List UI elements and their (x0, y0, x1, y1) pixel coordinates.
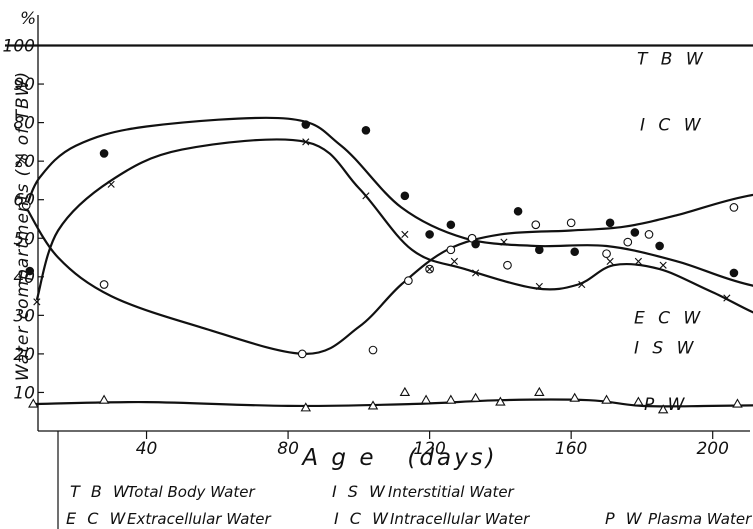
isw-series-label: I S W (634, 338, 697, 358)
pw-curve (33, 398, 753, 408)
icw-series-label: I C W (640, 116, 705, 136)
isw-point-4 (401, 230, 409, 238)
pw-point-8 (495, 396, 506, 406)
curves (5, 44, 753, 408)
ecw-point-14 (729, 268, 739, 278)
y-tick-label-20: 20 (13, 345, 35, 365)
y-unit-label: % (20, 9, 36, 29)
pw-point-5 (420, 394, 432, 404)
ecw-point-0 (25, 266, 35, 276)
isw-point-7 (472, 269, 480, 277)
pw-point-3 (367, 400, 379, 410)
ecw-point-3 (361, 126, 371, 135)
isw-point-9 (535, 282, 543, 291)
y-tick-label-80: 80 (13, 114, 35, 134)
isw-curve (35, 138, 753, 314)
pw-point-2 (300, 402, 312, 412)
icw-point-8 (503, 260, 512, 270)
x-tick-label-120: 120 (413, 439, 445, 459)
isw-point-3 (362, 192, 370, 200)
icw-point-2 (297, 349, 307, 359)
pw-point-13 (657, 404, 669, 414)
ecw-series-label: E C W (634, 308, 704, 328)
y-tick-label-30: 30 (13, 306, 35, 326)
legend-abbr-pw: P W (605, 509, 645, 528)
isw-point-10 (578, 280, 586, 289)
pw-point-9 (534, 386, 545, 396)
pw-point-4 (399, 386, 411, 396)
ecw-point-11 (605, 218, 615, 228)
legend-abbr-isw: I S W (332, 482, 388, 501)
x-tick-label-160: 160 (555, 439, 587, 459)
ecw-curve (25, 116, 753, 287)
ecw-point-1 (99, 149, 109, 158)
icw-point-0 (21, 201, 31, 210)
y-tick-label-70: 70 (13, 152, 35, 172)
icw-point-10 (566, 218, 576, 228)
ecw-point-2 (301, 120, 311, 129)
x-tick-label-200: 200 (696, 439, 728, 459)
ecw-point-7 (471, 239, 480, 249)
ecw-point-4 (400, 191, 410, 201)
isw-point-14 (723, 294, 731, 302)
isw-point-8 (500, 238, 508, 246)
ecw-point-5 (425, 230, 434, 239)
icw-point-13 (644, 230, 654, 239)
legend-text-tbw: Total Body Water (127, 483, 255, 501)
ecw-point-8 (513, 206, 523, 216)
ticks: 4080120160200240280320102030405060708090… (3, 37, 729, 460)
pw-point-0 (28, 398, 39, 408)
legend-abbr-tbw: T B W (70, 482, 132, 501)
pw-point-6 (445, 394, 457, 404)
isw-point-1 (107, 180, 115, 188)
pw-point-7 (470, 392, 481, 402)
icw-point-12 (623, 237, 633, 247)
y-tick-label-50: 50 (13, 229, 35, 249)
isw-point-2 (302, 138, 310, 146)
ecw-point-13 (655, 241, 664, 251)
pw-series-label: P W (644, 395, 688, 415)
icw-point-4 (404, 276, 413, 286)
ecw-point-9 (535, 245, 544, 255)
tbw-series-label: T B W (637, 50, 707, 70)
isw-point-6 (450, 257, 458, 265)
isw-point-13 (659, 261, 667, 269)
pw-point-1 (98, 394, 110, 404)
legend-text-isw: Interstitial Water (388, 483, 515, 501)
legend-abbr-icw: I C W (334, 509, 391, 528)
series-labels: T B W I C W E C W I S W P W (634, 50, 707, 416)
icw-point-9 (531, 220, 541, 230)
pw-point-14 (732, 398, 743, 408)
legend-text-ecw: Extracellular Water (127, 510, 272, 528)
legend-abbr-ecw: E C W (66, 509, 128, 528)
pw-point-11 (601, 394, 612, 404)
y-tick-label-10: 10 (13, 383, 35, 403)
icw-point-3 (368, 345, 378, 355)
isw-point-11 (606, 257, 614, 265)
pw-point-10 (569, 392, 580, 402)
icw-point-1 (99, 280, 109, 289)
icw-point-14 (729, 203, 739, 212)
y-axis-title: Water compartments (% of TBW) (13, 71, 33, 381)
ecw-point-6 (446, 220, 456, 230)
points (21, 120, 743, 414)
ecw-point-10 (570, 247, 579, 257)
isw-point-0 (33, 298, 41, 306)
legend-text-icw: Intracellular Water (390, 510, 530, 528)
icw-curve (25, 193, 753, 355)
pw-point-12 (633, 396, 644, 406)
x-tick-label-40: 40 (136, 439, 158, 459)
x-axis-title: A g e (days) (300, 445, 497, 471)
icw-point-6 (446, 245, 456, 255)
ecw-point-12 (630, 228, 640, 237)
x-tick-label-80: 80 (277, 439, 299, 459)
icw-point-11 (602, 249, 611, 259)
y-tick-label-90: 90 (13, 75, 35, 95)
legend-text-pw: Plasma Water (648, 510, 752, 528)
isw-point-5 (426, 265, 434, 273)
isw-point-12 (634, 257, 642, 265)
